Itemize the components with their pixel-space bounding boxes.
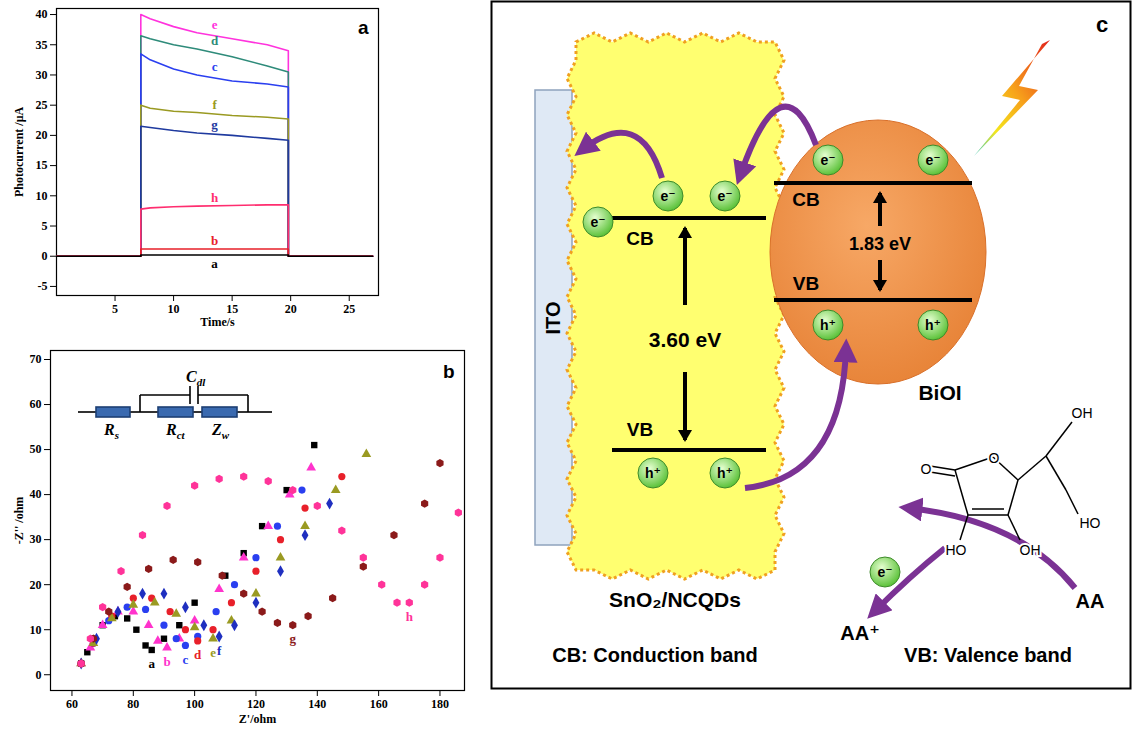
svg-text:140: 140 <box>308 697 326 711</box>
svg-text:h⁺: h⁺ <box>925 317 941 333</box>
svg-text:180: 180 <box>431 697 449 711</box>
svg-text:e: e <box>212 17 218 32</box>
svg-text:VB: VB <box>793 273 819 294</box>
svg-text:10: 10 <box>168 302 180 316</box>
svg-text:e⁻: e⁻ <box>660 188 675 204</box>
svg-text:O: O <box>921 461 932 477</box>
svg-text:40: 40 <box>30 487 42 501</box>
svg-text:ITO: ITO <box>542 302 564 335</box>
svg-text:Cdl: Cdl <box>186 368 206 388</box>
svg-text:e⁻: e⁻ <box>820 152 835 168</box>
svg-text:5: 5 <box>42 219 48 233</box>
svg-text:Z'/ohm: Z'/ohm <box>239 712 276 726</box>
svg-text:CB: Conduction band: CB: Conduction band <box>552 644 758 666</box>
svg-text:10: 10 <box>36 189 48 203</box>
svg-text:c: c <box>1096 12 1108 37</box>
svg-text:b: b <box>163 654 170 669</box>
svg-text:50: 50 <box>30 442 42 456</box>
svg-text:h⁺: h⁺ <box>820 317 836 333</box>
svg-text:Rct: Rct <box>165 421 186 441</box>
svg-text:30: 30 <box>36 68 48 82</box>
svg-text:VB: Valence band: VB: Valence band <box>904 644 1072 666</box>
svg-text:Photocurrent /μA: Photocurrent /μA <box>12 107 26 198</box>
svg-text:0: 0 <box>42 249 48 263</box>
svg-text:Time/s: Time/s <box>200 315 235 329</box>
svg-text:25: 25 <box>36 98 48 112</box>
svg-text:5: 5 <box>112 302 118 316</box>
svg-text:d: d <box>211 33 219 48</box>
svg-text:BiOI: BiOI <box>918 381 961 404</box>
svg-text:e: e <box>210 645 216 660</box>
svg-text:10: 10 <box>30 623 42 637</box>
svg-text:20: 20 <box>36 128 48 142</box>
svg-text:h⁺: h⁺ <box>645 465 661 481</box>
svg-text:OH: OH <box>1020 542 1041 558</box>
svg-text:35: 35 <box>36 38 48 52</box>
svg-text:100: 100 <box>186 697 204 711</box>
svg-text:h⁺: h⁺ <box>717 465 733 481</box>
svg-text:h: h <box>406 609 414 624</box>
svg-text:e⁻: e⁻ <box>717 188 732 204</box>
svg-text:a: a <box>148 656 155 671</box>
svg-text:Rs: Rs <box>103 421 119 441</box>
svg-text:g: g <box>211 117 218 132</box>
svg-text:70: 70 <box>30 352 42 366</box>
svg-text:3.60 eV: 3.60 eV <box>649 328 721 351</box>
svg-text:AA: AA <box>1076 590 1105 612</box>
svg-text:f: f <box>217 643 222 658</box>
svg-text:-Z'' /ohm: -Z'' /ohm <box>12 497 26 545</box>
svg-text:g: g <box>290 631 297 646</box>
svg-text:40: 40 <box>36 7 48 21</box>
svg-text:20: 20 <box>30 578 42 592</box>
svg-text:30: 30 <box>30 532 42 546</box>
svg-text:HO: HO <box>946 542 967 558</box>
svg-text:AA⁺: AA⁺ <box>840 622 879 644</box>
svg-text:80: 80 <box>127 697 139 711</box>
svg-text:15: 15 <box>36 158 48 172</box>
svg-text:160: 160 <box>370 697 388 711</box>
svg-text:60: 60 <box>66 697 78 711</box>
svg-text:0: 0 <box>36 668 42 682</box>
svg-text:e⁻: e⁻ <box>925 152 940 168</box>
svg-text:-5: -5 <box>38 279 48 293</box>
svg-text:b: b <box>211 233 218 248</box>
svg-text:b: b <box>443 361 455 382</box>
svg-text:25: 25 <box>343 302 355 316</box>
svg-text:CB: CB <box>626 228 653 249</box>
svg-text:15: 15 <box>226 302 239 316</box>
svg-text:f: f <box>212 97 217 112</box>
svg-text:VB: VB <box>627 419 653 440</box>
svg-text:60: 60 <box>30 397 42 411</box>
svg-text:SnO₂/NCQDs: SnO₂/NCQDs <box>609 588 741 611</box>
svg-text:HO: HO <box>1080 515 1101 531</box>
svg-text:c: c <box>183 652 189 667</box>
svg-text:OH: OH <box>1072 405 1093 421</box>
svg-text:c: c <box>212 59 218 74</box>
svg-text:h: h <box>211 190 219 205</box>
svg-text:e⁻: e⁻ <box>877 564 892 580</box>
svg-text:120: 120 <box>247 697 265 711</box>
svg-text:e⁻: e⁻ <box>590 214 605 230</box>
svg-text:Zw: Zw <box>211 421 230 441</box>
svg-text:CB: CB <box>792 189 819 210</box>
svg-text:a: a <box>358 17 369 38</box>
svg-text:1.83 eV: 1.83 eV <box>849 234 911 254</box>
svg-text:d: d <box>194 647 202 662</box>
svg-text:20: 20 <box>285 302 297 316</box>
svg-text:O: O <box>989 450 1000 466</box>
svg-text:a: a <box>211 256 218 271</box>
